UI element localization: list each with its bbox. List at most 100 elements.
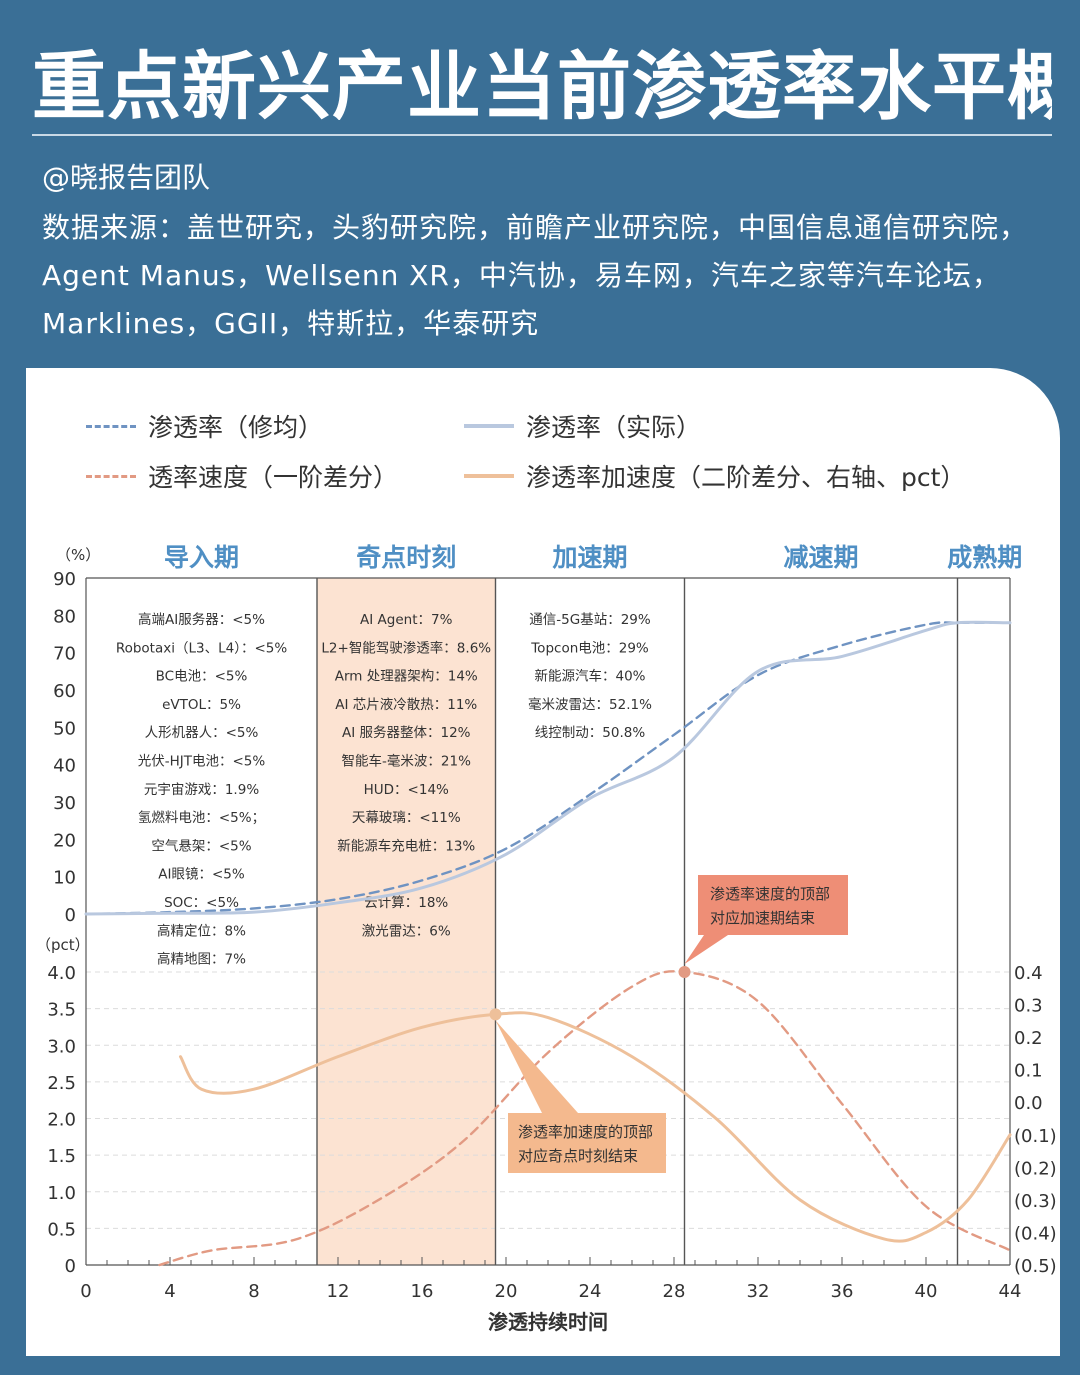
bottom-y-tick-label: 3.0: [47, 1036, 76, 1057]
legend-item-acceleration: 渗透率加速度（二阶差分、右轴、pct）: [464, 458, 965, 494]
top-y-tick-label: 80: [53, 606, 76, 627]
x-tick-label: 32: [747, 1281, 770, 1302]
callout-pointer-speed: [684, 935, 728, 964]
callout-pointer-acceleration: [495, 1020, 578, 1113]
annotation-item: AI 芯片液冷散热：11%: [335, 697, 477, 713]
annotation-item: Robotaxi（L3、L4）：<5%: [116, 640, 288, 656]
top-y-tick-label: 90: [53, 569, 76, 590]
right-y-tick-label: (0.1): [1014, 1126, 1057, 1147]
peak-marker: [489, 1008, 502, 1021]
annotation-item: 氢燃料电池：<5%；: [138, 809, 265, 826]
top-y-axis-label: （%）: [56, 546, 100, 564]
right-y-tick-label: (0.5): [1014, 1256, 1057, 1277]
annotation-item: Arm 处理器架构：14%: [335, 669, 478, 685]
phase-title: 减速期: [783, 543, 858, 572]
annotation-item: 通信-5G基站：29%: [529, 611, 651, 628]
callout-box-speed: [698, 875, 848, 935]
annotation-item: 光伏-HJT电池：<5%: [138, 754, 266, 770]
legend-label: 渗透率（修均）: [148, 413, 324, 442]
title-divider: [32, 134, 1052, 136]
callout-text-speed: 对应加速期结束: [710, 909, 815, 927]
annotation-item: 人形机器人：<5%: [145, 725, 259, 741]
top-y-tick-label: 20: [53, 830, 76, 851]
bottom-y-axis-label: （pct）: [36, 936, 90, 954]
callout-text-speed: 渗透率速度的顶部: [710, 885, 830, 903]
bottom-y-tick-label: 2.0: [47, 1110, 76, 1131]
legend-label: 渗透率加速度（二阶差分、右轴、pct）: [526, 463, 966, 492]
penetration-chart: 0 4 8 12 16 20 24 28 32 36 40 44 渗透持续时间 0 10 20 30 40 50 60…: [36, 543, 1057, 1334]
annotation-item: BC电池：<5%: [156, 669, 248, 685]
legend-item-speed: 透率速度（一阶差分）: [86, 458, 398, 494]
annotation-item: 高端AI服务器：<5%: [138, 611, 265, 628]
top-y-tick-label: 70: [53, 644, 76, 665]
legend-swatch-dashed-orange: [86, 474, 136, 478]
x-tick-label: 24: [579, 1281, 602, 1302]
x-axis-label: 渗透持续时间: [488, 1310, 608, 1334]
phase-title: 加速期: [551, 543, 627, 572]
phase-title: 导入期: [164, 543, 239, 572]
annotation-item: AI 服务器整体：12%: [342, 725, 471, 741]
top-y-tick-label: 50: [53, 718, 76, 739]
top-y-tick-label: 40: [53, 756, 76, 777]
bottom-y-tick-label: 0: [65, 1256, 76, 1277]
annotation-item: eVTOL：5%: [162, 697, 241, 713]
phase-title: 奇点时刻: [356, 543, 456, 572]
right-y-tick-label: 0.2: [1014, 1028, 1043, 1049]
stage-highlight-band: [317, 578, 496, 1265]
right-y-tick-label: (0.4): [1014, 1223, 1057, 1244]
top-y-tick-label: 10: [53, 868, 76, 889]
bottom-y-tick-label: 2.5: [47, 1073, 76, 1094]
annotation-item: 激光雷达：6%: [362, 923, 451, 939]
x-tick-label: 20: [495, 1281, 518, 1302]
series-line-acceleration: [179, 1011, 1012, 1243]
annotation-item: 天幕玻璃：<11%: [352, 809, 461, 826]
x-tick-label: 0: [80, 1281, 91, 1302]
right-y-tick-label: 0.4: [1014, 963, 1043, 984]
annotation-item: 毫米波雷达：52.1%: [528, 696, 652, 713]
x-tick-label: 28: [663, 1281, 686, 1302]
annotation-item: SOC：<5%: [164, 895, 239, 911]
annotation-item: 高精地图：7%: [157, 951, 246, 968]
top-y-tick-label: 30: [53, 793, 76, 814]
annotation-item: L2+智能驾驶渗透率：8.6%: [321, 639, 491, 656]
page-title: 重点新兴产业当前渗透率水平概览: [32, 44, 1052, 120]
phase-title: 成熟期: [947, 543, 1022, 572]
bottom-y-tick-label: 4.0: [47, 963, 76, 984]
annotation-item: AI眼镜：<5%: [158, 867, 245, 883]
top-y-tick-label: 60: [53, 681, 76, 702]
data-source: 数据来源：盖世研究，头豹研究院，前瞻产业研究院，中国信息通信研究院，Agent …: [42, 211, 1029, 340]
legend-swatch-solid-blue: [464, 424, 514, 428]
x-tick-label: 8: [248, 1281, 259, 1302]
right-y-tick-label: 0.1: [1014, 1061, 1043, 1082]
legend-label: 渗透率（实际）: [526, 413, 702, 442]
annotation-item: 元宇宙游戏：1.9%: [144, 782, 259, 798]
right-y-tick-label: (0.2): [1014, 1158, 1057, 1179]
callout-text-acceleration: 渗透率加速度的顶部: [518, 1123, 653, 1141]
annotation-item: 空气悬架：<5%: [151, 838, 251, 854]
series-line-speed: [158, 970, 1012, 1267]
legend-item-actual-rate: 渗透率（实际）: [464, 408, 701, 444]
right-y-tick-label: 0.3: [1014, 996, 1043, 1017]
x-tick-label: 36: [831, 1281, 854, 1302]
byline: @晓报告团队: [42, 161, 211, 194]
annotation-item: HUD：<14%: [364, 782, 449, 798]
bottom-y-tick-label: 1.5: [47, 1146, 76, 1167]
series-line-actual-rate: [84, 620, 1012, 916]
callout-box-acceleration: [508, 1113, 666, 1173]
x-tick-label: 44: [999, 1281, 1022, 1302]
bottom-y-tick-label: 0.5: [47, 1219, 76, 1240]
annotation-item: 新能源车充电桩：13%: [337, 837, 475, 854]
annotation-item: 云计算：18%: [364, 895, 448, 911]
legend-label: 透率速度（一阶差分）: [148, 463, 399, 492]
annotation-item: 线控制动：50.8%: [535, 725, 646, 741]
right-y-tick-label: 0.0: [1014, 1093, 1043, 1114]
legend-swatch-dashed-blue: [86, 424, 136, 428]
legend: 渗透率（修均） 渗透率（实际） 透率速度（一阶差分） 渗透率加速度（二阶差分、右…: [86, 408, 1046, 518]
legend-item-smoothed-rate: 渗透率（修均）: [86, 408, 323, 444]
annotation-item: 智能车-毫米波：21%: [342, 753, 472, 770]
series-line-smoothed-rate: [84, 621, 1012, 916]
right-y-tick-label: (0.3): [1014, 1191, 1057, 1212]
x-tick-label: 40: [915, 1281, 938, 1302]
annotation-item: 新能源汽车：40%: [534, 668, 645, 685]
annotation-item: Topcon电池：29%: [530, 640, 649, 656]
